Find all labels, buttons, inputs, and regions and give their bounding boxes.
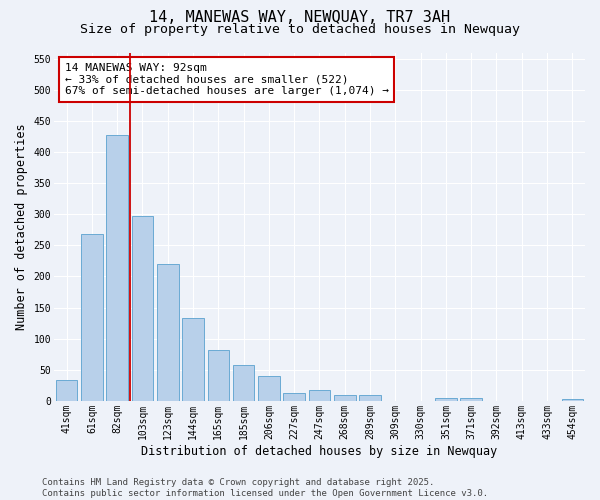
- Y-axis label: Number of detached properties: Number of detached properties: [15, 124, 28, 330]
- X-axis label: Distribution of detached houses by size in Newquay: Distribution of detached houses by size …: [142, 444, 497, 458]
- Text: 14 MANEWAS WAY: 92sqm
← 33% of detached houses are smaller (522)
67% of semi-det: 14 MANEWAS WAY: 92sqm ← 33% of detached …: [65, 63, 389, 96]
- Bar: [562, 399, 583, 401]
- Text: Contains HM Land Registry data © Crown copyright and database right 2025.
Contai: Contains HM Land Registry data © Crown c…: [42, 478, 488, 498]
- Bar: [56, 380, 77, 401]
- Bar: [359, 396, 381, 401]
- Bar: [208, 350, 229, 401]
- Text: Size of property relative to detached houses in Newquay: Size of property relative to detached ho…: [80, 22, 520, 36]
- Bar: [460, 398, 482, 401]
- Bar: [309, 390, 330, 401]
- Bar: [283, 393, 305, 401]
- Text: 14, MANEWAS WAY, NEWQUAY, TR7 3AH: 14, MANEWAS WAY, NEWQUAY, TR7 3AH: [149, 10, 451, 25]
- Bar: [334, 396, 356, 401]
- Bar: [81, 234, 103, 401]
- Bar: [233, 365, 254, 401]
- Bar: [258, 376, 280, 401]
- Bar: [106, 134, 128, 401]
- Bar: [435, 398, 457, 401]
- Bar: [132, 216, 153, 401]
- Bar: [182, 318, 204, 401]
- Bar: [157, 264, 179, 401]
